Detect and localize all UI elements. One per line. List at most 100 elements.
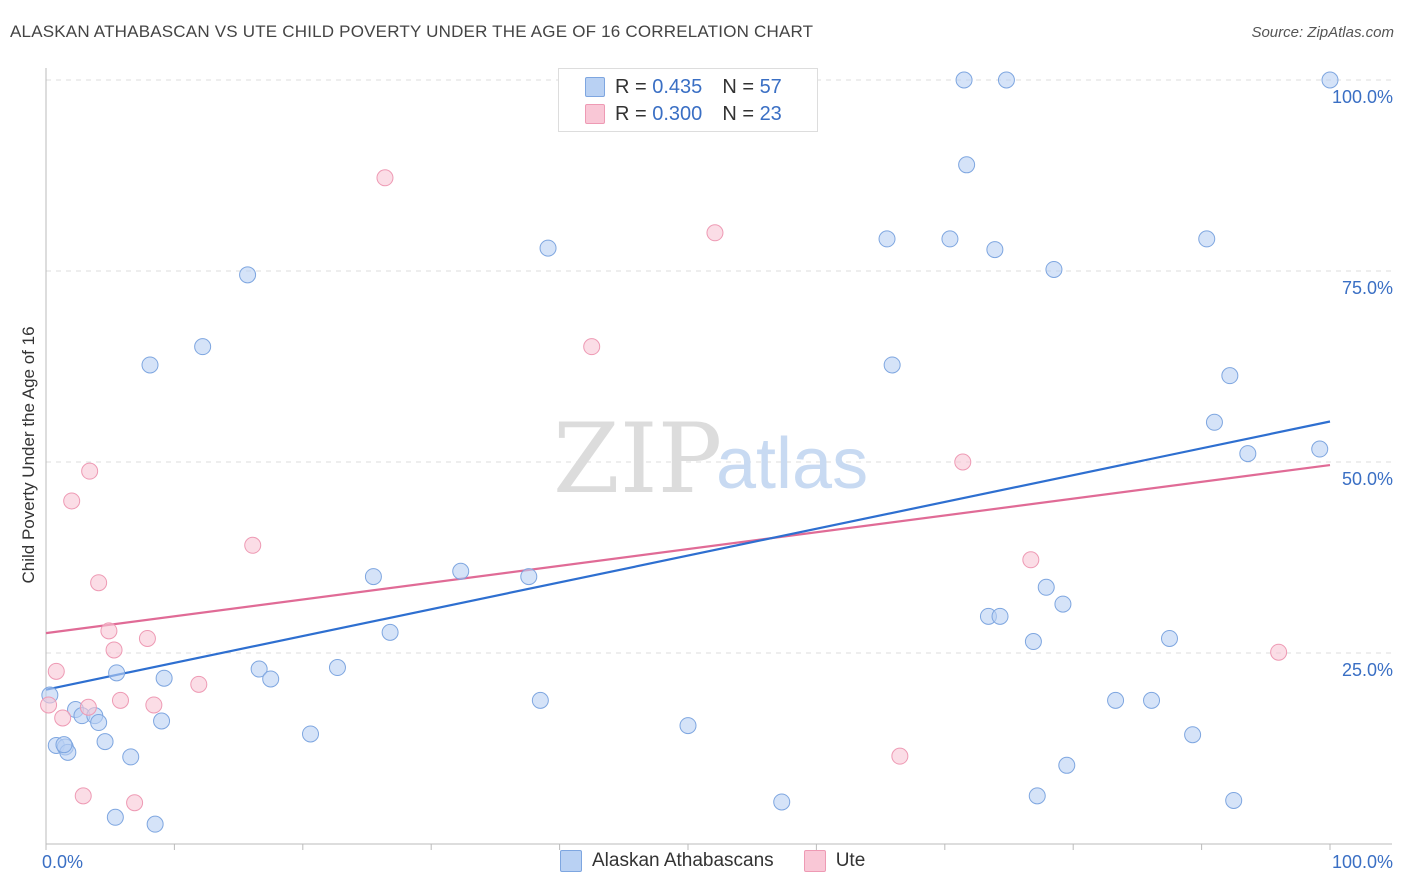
data-point-ute	[1022, 551, 1040, 569]
legend-label: Alaskan Athabascans	[592, 850, 774, 871]
data-point-alaskan-athabascans	[1321, 71, 1339, 89]
data-point-alaskan-athabascans	[1225, 791, 1243, 809]
data-point-ute	[244, 536, 262, 554]
data-point-ute	[81, 462, 99, 480]
data-point-alaskan-athabascans	[941, 230, 959, 248]
y-axis-label: Child Poverty Under the Age of 16	[19, 326, 38, 583]
legend-n-value: 23	[759, 102, 782, 125]
data-point-alaskan-athabascans	[146, 815, 164, 833]
chart-title: ALASKAN ATHABASCAN VS UTE CHILD POVERTY …	[10, 22, 814, 41]
legend-row-pink: R = 0.300 N = 23	[585, 102, 782, 126]
data-point-alaskan-athabascans	[239, 266, 257, 284]
data-point-alaskan-athabascans	[250, 660, 268, 678]
correlation-legend: R = 0.435 N = 57 R = 0.300 N = 23	[558, 68, 818, 132]
data-point-alaskan-athabascans	[302, 725, 320, 743]
watermark-zip: ZIP	[553, 403, 722, 515]
data-point-alaskan-athabascans	[1028, 787, 1046, 805]
data-point-alaskan-athabascans	[1024, 633, 1042, 651]
data-point-alaskan-athabascans	[520, 568, 538, 586]
axes	[45, 68, 1392, 850]
legend-swatch-blue	[560, 850, 582, 872]
legend-r-label: R =	[615, 75, 647, 98]
series-ute	[40, 169, 1288, 812]
data-point-ute	[954, 453, 972, 471]
y-tick-label: 25.0%	[1342, 660, 1393, 680]
legend-swatch-blue	[585, 77, 605, 97]
data-point-alaskan-athabascans	[262, 670, 280, 688]
data-point-alaskan-athabascans	[1045, 260, 1063, 278]
data-point-ute	[111, 691, 129, 709]
data-point-ute	[47, 662, 65, 680]
data-point-alaskan-athabascans	[55, 736, 73, 754]
source-label: Source: ZipAtlas.com	[1251, 24, 1394, 41]
data-point-alaskan-athabascans	[1161, 629, 1178, 647]
data-point-ute	[63, 492, 81, 510]
data-point-ute	[74, 787, 92, 805]
data-point-ute	[190, 675, 208, 693]
x-tick-label: 0.0%	[42, 852, 83, 872]
series-legend: Alaskan Athabascans Ute	[560, 850, 895, 872]
tick-labels: 25.0% 50.0% 75.0% 100.0% 0.0% 100.0%	[42, 87, 1393, 872]
trendline-alaskan-athabascans	[45, 420, 1331, 691]
data-point-alaskan-athabascans	[1037, 578, 1055, 596]
data-point-alaskan-athabascans	[539, 239, 557, 257]
y-tick-label: 100.0%	[1332, 87, 1393, 107]
data-point-alaskan-athabascans	[883, 356, 901, 374]
legend-n-label: N =	[722, 102, 754, 125]
data-point-ute	[126, 794, 144, 812]
data-point-alaskan-athabascans	[96, 733, 114, 751]
data-point-alaskan-athabascans	[1107, 691, 1125, 709]
data-point-alaskan-athabascans	[1058, 756, 1076, 774]
data-point-alaskan-athabascans	[986, 241, 1004, 259]
data-point-ute	[583, 338, 601, 356]
data-point-ute	[79, 698, 97, 716]
legend-item-alaskan-athabascans: Alaskan Athabascans	[560, 850, 774, 872]
data-point-alaskan-athabascans	[90, 714, 108, 732]
data-point-ute	[891, 747, 909, 765]
watermark: ZIP atlas	[553, 403, 868, 515]
data-point-alaskan-athabascans	[328, 659, 346, 677]
data-point-ute	[105, 641, 123, 659]
data-point-ute	[100, 622, 118, 640]
data-point-ute	[376, 169, 394, 187]
data-point-alaskan-athabascans	[997, 71, 1015, 89]
data-point-alaskan-athabascans	[381, 623, 399, 641]
data-point-alaskan-athabascans	[1311, 440, 1329, 458]
data-point-alaskan-athabascans	[108, 664, 126, 682]
data-point-ute	[145, 696, 163, 714]
trend-lines	[45, 420, 1331, 691]
data-point-alaskan-athabascans	[773, 793, 791, 811]
data-point-alaskan-athabascans	[155, 669, 173, 687]
grid-lines	[46, 79, 1392, 654]
data-point-alaskan-athabascans	[1198, 230, 1216, 248]
legend-row-blue: R = 0.435 N = 57	[585, 75, 782, 99]
y-tick-label: 75.0%	[1342, 278, 1393, 298]
data-point-alaskan-athabascans	[153, 712, 171, 730]
data-point-ute	[90, 574, 108, 592]
legend-r-value: 0.435	[652, 75, 703, 98]
data-point-alaskan-athabascans	[531, 691, 549, 709]
y-tick-label: 50.0%	[1342, 469, 1393, 489]
legend-item-ute: Ute	[803, 850, 866, 872]
data-point-alaskan-athabascans	[1184, 726, 1202, 744]
data-point-alaskan-athabascans	[1221, 367, 1239, 385]
data-point-alaskan-athabascans	[106, 808, 124, 826]
data-point-ute	[1270, 643, 1288, 661]
data-point-alaskan-athabascans	[1143, 691, 1161, 709]
data-point-alaskan-athabascans	[679, 717, 697, 735]
data-point-alaskan-athabascans	[452, 562, 470, 580]
data-point-alaskan-athabascans	[1054, 595, 1072, 613]
data-point-alaskan-athabascans	[141, 356, 159, 374]
legend-r-value: 0.300	[652, 102, 703, 125]
data-point-alaskan-athabascans	[1205, 413, 1223, 431]
data-point-alaskan-athabascans	[122, 748, 140, 766]
data-point-ute	[706, 224, 724, 242]
legend-swatch-pink	[803, 850, 826, 872]
x-tick-label: 100.0%	[1332, 852, 1393, 872]
series-alaskan-athabascans	[41, 71, 1339, 833]
legend-n-label: N =	[722, 75, 754, 98]
legend-label: Ute	[835, 850, 866, 871]
data-point-alaskan-athabascans	[1239, 445, 1257, 463]
data-point-alaskan-athabascans	[991, 607, 1009, 625]
